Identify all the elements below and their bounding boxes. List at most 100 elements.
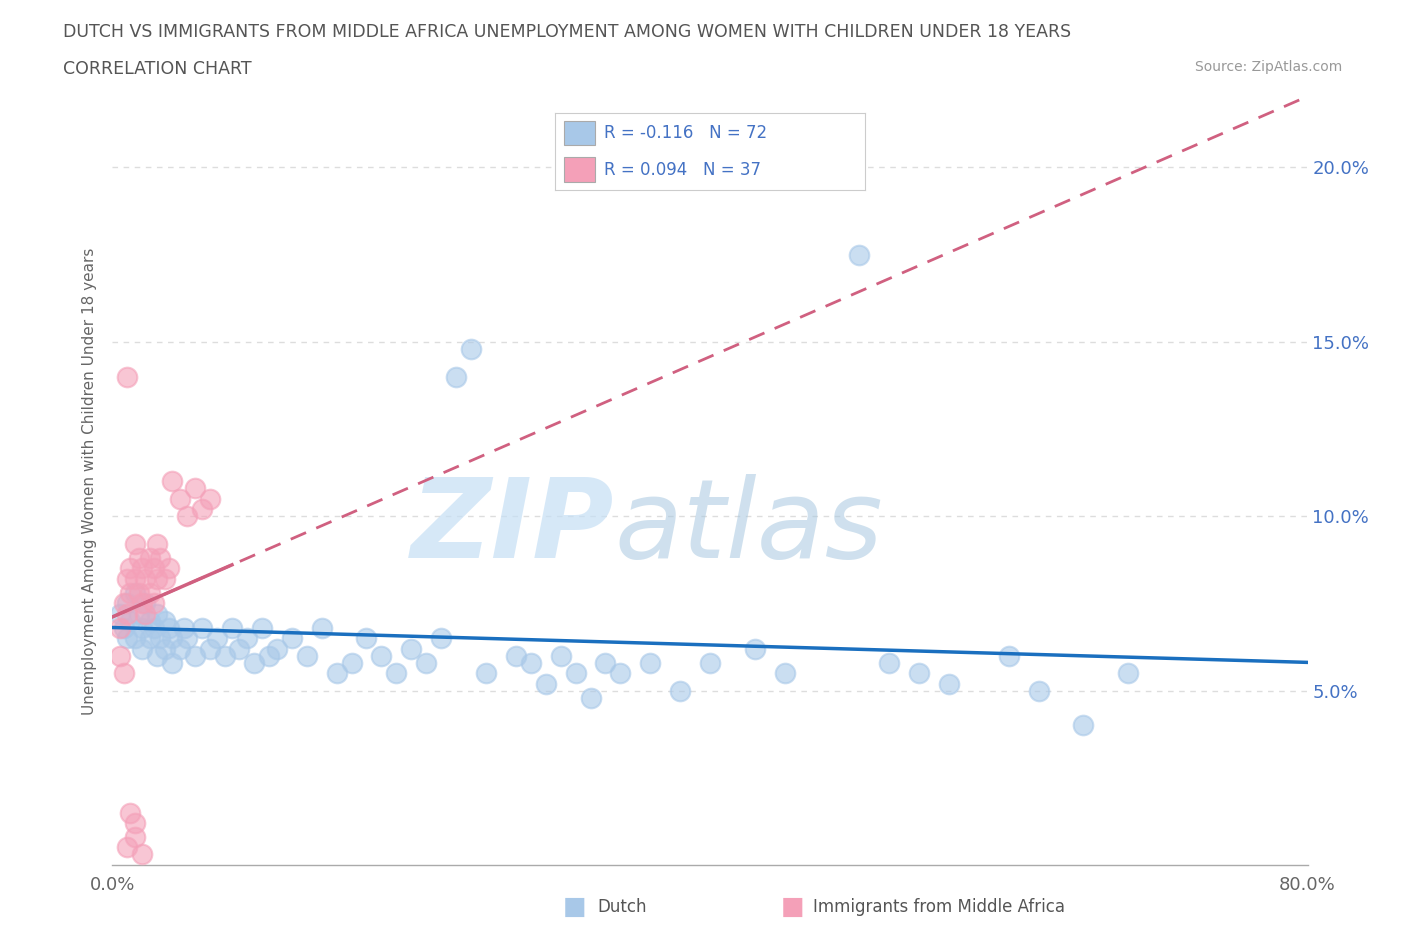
- Point: [908, 666, 931, 681]
- Point: [139, 631, 162, 645]
- Point: [149, 631, 172, 645]
- Point: [176, 631, 198, 645]
- Point: [243, 655, 266, 670]
- Point: [848, 247, 870, 262]
- Point: [236, 631, 259, 645]
- Point: [149, 551, 172, 565]
- Point: [131, 642, 153, 657]
- Point: [134, 596, 156, 611]
- Point: [114, 596, 135, 611]
- Text: ■: ■: [562, 895, 586, 919]
- Point: [228, 642, 250, 657]
- Point: [214, 648, 236, 663]
- Point: [146, 606, 169, 621]
- Point: [250, 620, 273, 635]
- Point: [385, 666, 408, 681]
- Point: [773, 666, 796, 681]
- Point: [131, 620, 153, 635]
- Point: [124, 631, 146, 645]
- Point: [117, 596, 139, 611]
- Point: [131, 847, 153, 862]
- Point: [938, 676, 960, 691]
- Point: [120, 614, 142, 629]
- Point: [259, 648, 281, 663]
- Point: [120, 805, 142, 820]
- Point: [162, 473, 183, 488]
- Point: [356, 631, 378, 645]
- Point: [1028, 683, 1050, 698]
- Point: [143, 561, 166, 576]
- Point: [117, 631, 139, 645]
- Point: [120, 561, 142, 576]
- Point: [128, 551, 150, 565]
- Point: [401, 642, 423, 657]
- Point: [564, 666, 586, 681]
- Point: [183, 648, 205, 663]
- Point: [128, 586, 150, 601]
- Point: [134, 606, 156, 621]
- Point: [609, 666, 631, 681]
- Point: [198, 491, 221, 506]
- Text: Source: ZipAtlas.com: Source: ZipAtlas.com: [1195, 60, 1343, 74]
- Point: [124, 830, 146, 844]
- Point: [117, 606, 139, 621]
- Text: ZIP: ZIP: [411, 473, 614, 581]
- Point: [669, 683, 692, 698]
- Point: [153, 571, 176, 586]
- Point: [191, 620, 214, 635]
- Point: [460, 341, 482, 356]
- Point: [534, 676, 557, 691]
- Point: [143, 620, 166, 635]
- Point: [169, 491, 191, 506]
- Point: [162, 631, 183, 645]
- Point: [117, 369, 139, 384]
- Point: [311, 620, 333, 635]
- Point: [108, 648, 131, 663]
- Point: [198, 642, 221, 657]
- Point: [340, 655, 363, 670]
- Point: [139, 586, 162, 601]
- Point: [153, 614, 176, 629]
- Point: [370, 648, 392, 663]
- Point: [295, 648, 318, 663]
- Text: Dutch: Dutch: [598, 897, 647, 916]
- Point: [157, 620, 180, 635]
- Point: [128, 606, 150, 621]
- Point: [169, 642, 191, 657]
- Point: [124, 816, 146, 830]
- Point: [520, 655, 543, 670]
- Point: [117, 840, 139, 855]
- Y-axis label: Unemployment Among Women with Children Under 18 years: Unemployment Among Women with Children U…: [82, 247, 97, 715]
- Point: [108, 620, 131, 635]
- Text: DUTCH VS IMMIGRANTS FROM MIDDLE AFRICA UNEMPLOYMENT AMONG WOMEN WITH CHILDREN UN: DUTCH VS IMMIGRANTS FROM MIDDLE AFRICA U…: [63, 23, 1071, 41]
- Text: CORRELATION CHART: CORRELATION CHART: [63, 60, 252, 78]
- Point: [183, 481, 205, 496]
- Point: [143, 596, 166, 611]
- Point: [153, 642, 176, 657]
- Point: [415, 655, 437, 670]
- Point: [444, 369, 467, 384]
- Point: [595, 655, 617, 670]
- Point: [146, 537, 169, 551]
- Point: [117, 571, 139, 586]
- Point: [139, 551, 162, 565]
- Point: [325, 666, 347, 681]
- Point: [191, 501, 214, 516]
- Point: [108, 606, 131, 621]
- Point: [134, 571, 156, 586]
- Point: [146, 648, 169, 663]
- Point: [266, 642, 288, 657]
- Point: [281, 631, 304, 645]
- Point: [173, 620, 195, 635]
- Point: [162, 655, 183, 670]
- Point: [157, 561, 180, 576]
- Point: [998, 648, 1021, 663]
- Point: [699, 655, 721, 670]
- Point: [124, 537, 146, 551]
- Point: [550, 648, 572, 663]
- Point: [205, 631, 228, 645]
- Point: [114, 620, 135, 635]
- Point: [640, 655, 662, 670]
- Point: [131, 596, 153, 611]
- Point: [505, 648, 527, 663]
